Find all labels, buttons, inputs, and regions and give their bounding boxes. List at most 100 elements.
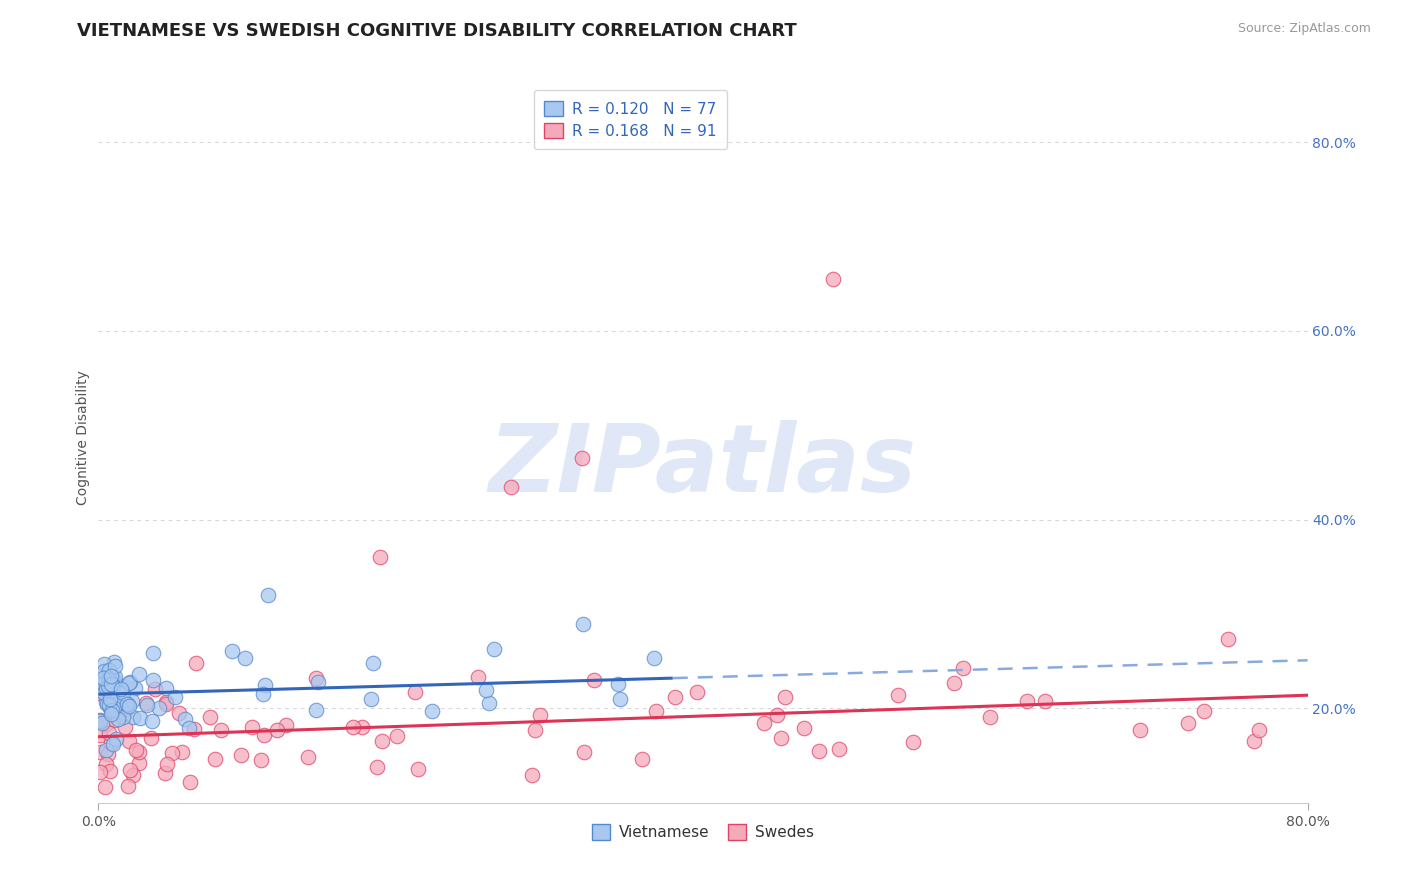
Point <box>103 674 125 689</box>
Point <box>97 726 120 740</box>
Point <box>773 690 796 705</box>
Point <box>979 710 1001 724</box>
Point <box>1247 723 1270 738</box>
Point <box>155 766 177 780</box>
Point <box>664 690 686 704</box>
Point <box>352 720 374 734</box>
Point <box>160 746 183 760</box>
Point <box>887 689 910 703</box>
Point <box>98 764 121 779</box>
Point <box>142 646 165 660</box>
Point <box>422 704 444 718</box>
Point <box>118 674 141 689</box>
Point <box>98 665 121 680</box>
Point <box>163 690 186 704</box>
Point <box>101 690 124 704</box>
Point <box>257 588 280 602</box>
Point <box>156 756 179 771</box>
Point <box>142 673 165 687</box>
Point <box>93 657 115 672</box>
Point <box>89 674 111 689</box>
Point <box>135 698 157 712</box>
Point <box>124 681 146 695</box>
Point <box>155 697 177 711</box>
Point <box>143 682 166 697</box>
Point <box>94 695 117 709</box>
Point <box>148 701 170 715</box>
Point <box>93 686 115 700</box>
Point <box>112 679 135 693</box>
Point <box>342 720 364 734</box>
Point <box>118 763 141 777</box>
Point <box>467 670 489 684</box>
Point <box>482 642 505 657</box>
Point <box>1015 694 1038 708</box>
Point <box>94 780 117 794</box>
Point <box>254 677 277 691</box>
Point <box>101 737 124 751</box>
Point <box>186 657 208 671</box>
Point <box>135 696 157 710</box>
Point <box>89 686 111 700</box>
Point <box>387 729 409 743</box>
Point <box>141 731 163 745</box>
Point <box>90 716 112 731</box>
Point <box>155 695 177 709</box>
Point <box>118 676 141 690</box>
Point <box>97 698 120 712</box>
Point <box>266 723 288 737</box>
Point <box>297 750 319 764</box>
Point <box>122 768 145 782</box>
Point <box>118 734 141 748</box>
Point <box>242 719 264 733</box>
Point <box>1033 694 1056 708</box>
Point <box>98 663 121 677</box>
Point <box>94 681 117 696</box>
Point <box>105 698 128 712</box>
Point <box>118 699 141 714</box>
Point <box>499 480 522 494</box>
Point <box>406 762 429 776</box>
Point <box>100 705 122 719</box>
Point <box>572 617 595 632</box>
Point <box>522 768 544 782</box>
Point <box>686 685 709 699</box>
Point <box>112 706 135 721</box>
Point <box>97 747 120 761</box>
Point <box>571 451 593 466</box>
Point <box>643 651 665 665</box>
Point <box>101 677 124 691</box>
Point <box>274 718 297 732</box>
Point <box>361 656 384 670</box>
Point <box>89 714 111 728</box>
Point <box>231 747 253 762</box>
Point <box>478 696 501 710</box>
Point <box>249 753 271 767</box>
Point <box>174 712 197 726</box>
Point <box>114 720 136 734</box>
Point <box>609 692 631 706</box>
Point <box>754 715 776 730</box>
Y-axis label: Cognitive Disability: Cognitive Disability <box>76 369 90 505</box>
Point <box>100 701 122 715</box>
Point <box>253 728 276 742</box>
Point <box>793 722 815 736</box>
Point <box>305 703 328 717</box>
Point <box>305 671 328 685</box>
Point <box>89 714 111 728</box>
Point <box>128 745 150 759</box>
Point <box>97 673 120 687</box>
Point <box>179 775 201 789</box>
Point <box>366 760 388 774</box>
Point <box>89 674 111 689</box>
Point <box>121 710 143 724</box>
Point <box>101 703 124 717</box>
Point <box>101 679 124 693</box>
Text: ZIPatlas: ZIPatlas <box>489 420 917 512</box>
Point <box>233 651 256 665</box>
Point <box>583 673 606 687</box>
Point <box>204 752 226 766</box>
Point <box>103 673 125 687</box>
Point <box>103 700 125 714</box>
Point <box>524 723 547 737</box>
